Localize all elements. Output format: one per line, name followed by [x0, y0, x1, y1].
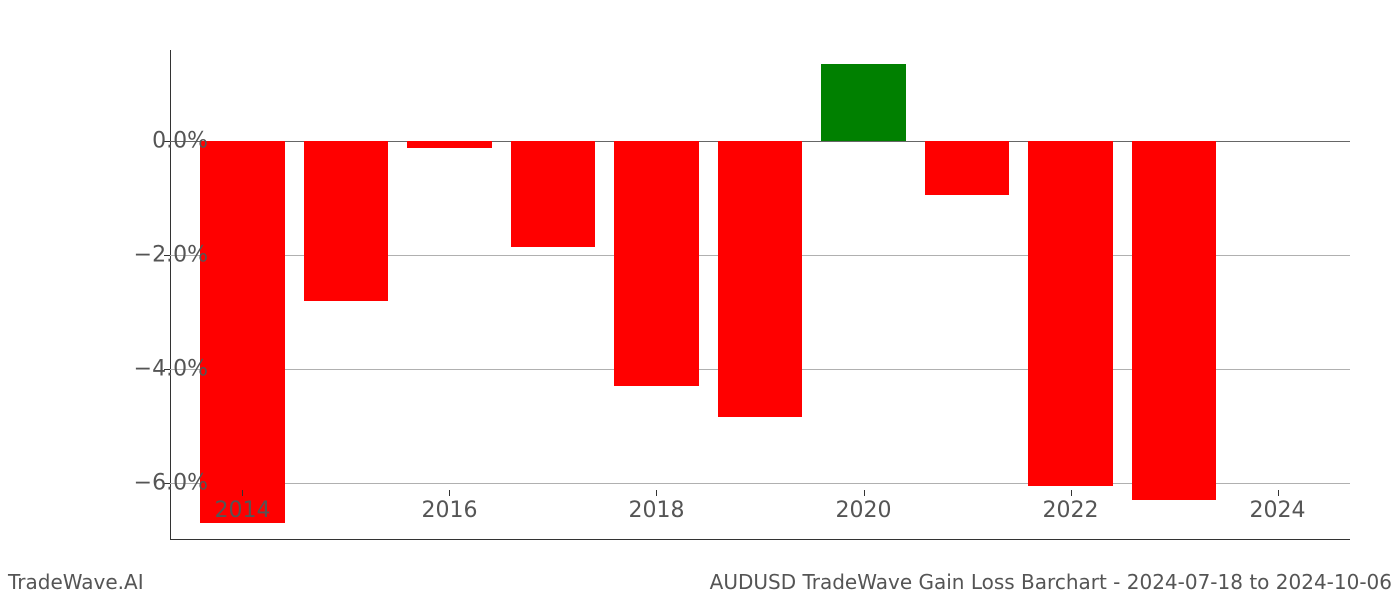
- ytick-label: −6.0%: [88, 471, 208, 496]
- bar: [821, 64, 906, 141]
- plot-region: [170, 50, 1350, 540]
- bar: [1028, 141, 1113, 486]
- xtick-mark: [1278, 490, 1279, 496]
- ytick-label: −2.0%: [88, 243, 208, 268]
- xtick-mark: [1071, 490, 1072, 496]
- xtick-label: 2014: [214, 498, 270, 523]
- xtick-mark: [449, 490, 450, 496]
- bar: [925, 141, 1010, 195]
- xtick-mark: [656, 490, 657, 496]
- xtick-label: 2020: [836, 498, 892, 523]
- bar: [407, 141, 492, 148]
- xtick-label: 2016: [421, 498, 477, 523]
- axis-spine-bottom: [170, 539, 1350, 540]
- xtick-mark: [242, 490, 243, 496]
- bar: [511, 141, 596, 246]
- bar: [304, 141, 389, 301]
- bar: [718, 141, 803, 417]
- xtick-label: 2024: [1250, 498, 1306, 523]
- axis-spine-left: [170, 50, 171, 540]
- footer-brand: TradeWave.AI: [8, 570, 144, 594]
- xtick-label: 2018: [628, 498, 684, 523]
- bar: [1132, 141, 1217, 500]
- footer-caption: AUDUSD TradeWave Gain Loss Barchart - 20…: [710, 570, 1392, 594]
- xtick-label: 2022: [1043, 498, 1099, 523]
- bar: [614, 141, 699, 386]
- bar: [200, 141, 285, 523]
- ytick-label: −4.0%: [88, 357, 208, 382]
- chart-plot-area: [170, 50, 1350, 540]
- xtick-mark: [864, 490, 865, 496]
- ytick-label: 0.0%: [88, 129, 208, 154]
